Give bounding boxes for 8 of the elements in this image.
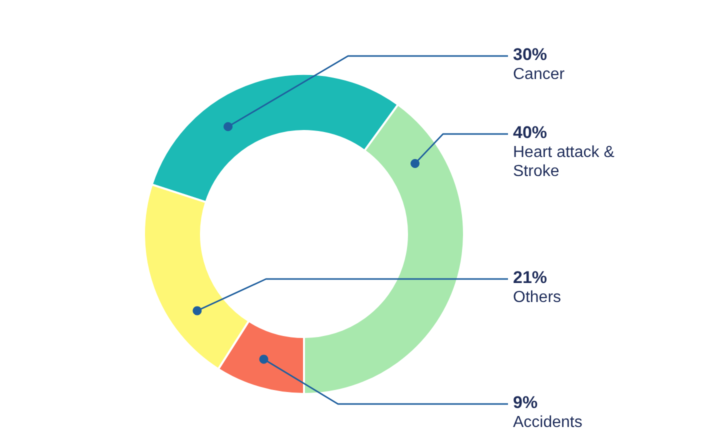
slice-label: Others <box>513 289 562 306</box>
data-label: 30% <box>513 45 548 64</box>
data-label: 9% <box>513 393 538 412</box>
slice-label: Accidents <box>513 414 582 431</box>
data-label: 40% <box>513 123 548 142</box>
slice-label: Heart attack & Stroke <box>513 144 615 180</box>
data-label: 21% <box>513 268 548 287</box>
slice-label: Cancer <box>513 66 566 83</box>
